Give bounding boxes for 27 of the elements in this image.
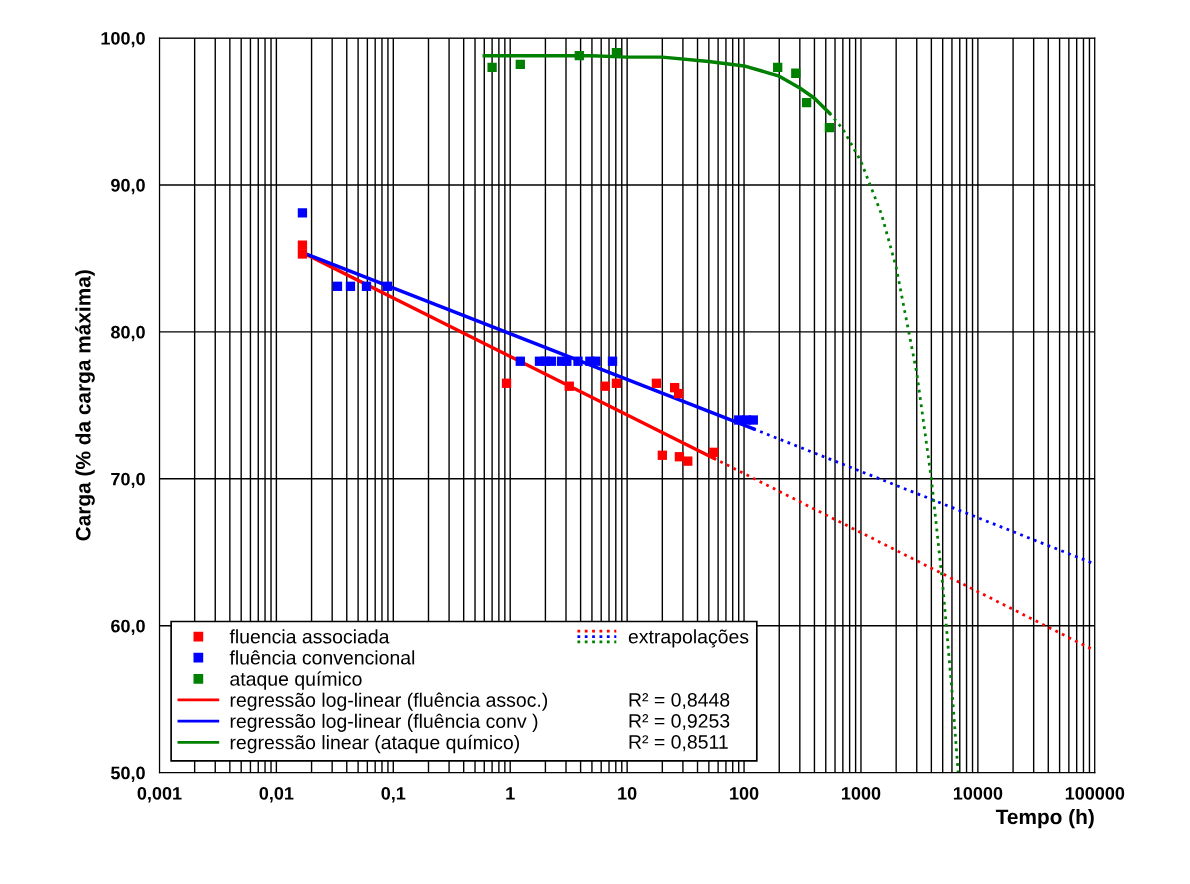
x-tick-label: 0,1 bbox=[381, 786, 406, 803]
legend-label: regressão log-linear (fluência assoc.) bbox=[230, 692, 548, 711]
y-tick-label: 80,0 bbox=[111, 325, 145, 342]
legend-label: extrapolações bbox=[628, 629, 749, 648]
y-tick-label: 100,0 bbox=[101, 31, 145, 48]
x-tick-label: 1 bbox=[506, 787, 515, 800]
y-axis-title: Carga (% da carga máxima) bbox=[75, 270, 95, 541]
legend-label: regressão linear (ataque químico) bbox=[230, 734, 519, 754]
x-tick-label: 10 bbox=[618, 786, 637, 800]
legend-label: regressão log-linear (fluência conv ) bbox=[230, 713, 538, 732]
x-tick-label: 0,01 bbox=[259, 786, 294, 803]
x-tick-label: 0,001 bbox=[137, 786, 182, 803]
y-tick-label: 60,0 bbox=[111, 619, 145, 636]
x-tick-label: 1000 bbox=[842, 786, 881, 800]
y-tick-label: 70,0 bbox=[111, 472, 145, 489]
annotation: R² = 0,8511 bbox=[629, 735, 728, 752]
x-tick-label: 100000 bbox=[1065, 786, 1125, 800]
y-tick-label: 90,0 bbox=[111, 178, 145, 195]
y-tick-label: 50,0 bbox=[110, 766, 145, 782]
x-tick-label: 100 bbox=[730, 786, 759, 800]
legend-label: ataque químico bbox=[230, 671, 362, 690]
annotation: R² = 0,9253 bbox=[629, 714, 730, 731]
x-axis-title: Tempo (h) bbox=[995, 808, 1094, 829]
annotation: R² = 0,8448 bbox=[629, 692, 730, 710]
x-tick-label: 10000 bbox=[953, 786, 1003, 800]
legend-label: fluência convencional bbox=[229, 650, 415, 665]
legend-label: fluencia associada bbox=[229, 629, 390, 644]
